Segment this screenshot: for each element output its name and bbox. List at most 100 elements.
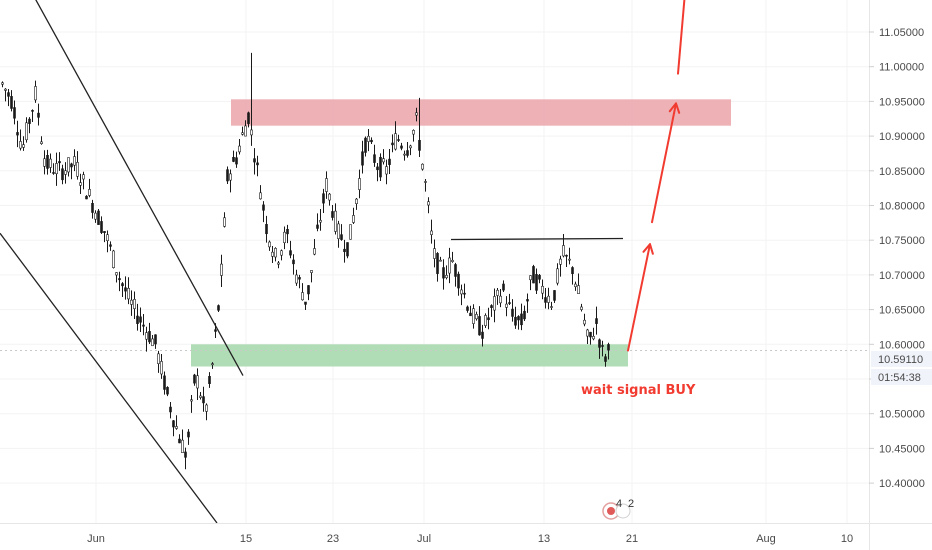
- candle-body: [328, 193, 331, 201]
- candle-body: [247, 112, 250, 124]
- projection-segment: [627, 243, 651, 352]
- candle-body: [412, 130, 415, 135]
- candle-body: [145, 332, 148, 340]
- candle-body: [451, 259, 454, 262]
- candle-body: [112, 250, 115, 268]
- candle-body: [127, 288, 130, 300]
- candle-body: [511, 308, 514, 317]
- price-axis[interactable]: 11.05000 11.00000 10.95000 10.90000 10.85000…: [869, 27, 925, 490]
- candle-body: [82, 174, 85, 180]
- candle-body: [367, 135, 370, 142]
- candle-body: [316, 224, 319, 229]
- candle-body: [223, 217, 226, 227]
- candle-body: [46, 155, 49, 169]
- time-tick-label: 21: [626, 533, 638, 545]
- candle-body: [487, 317, 490, 321]
- candle-body: [283, 231, 286, 244]
- candle-body: [535, 274, 538, 291]
- candle-body: [91, 203, 94, 213]
- arrowhead-icon: [668, 102, 681, 114]
- candle-body: [442, 267, 445, 279]
- candle-body: [499, 295, 502, 304]
- price-tick-label: 10.40000: [879, 478, 925, 490]
- candle-body: [550, 306, 553, 308]
- candle-body: [406, 150, 409, 156]
- candle-body: [178, 438, 181, 444]
- candle-body: [385, 166, 388, 175]
- candle-body: [400, 145, 403, 149]
- candle-body: [409, 145, 412, 149]
- candle-body: [166, 387, 169, 395]
- candle-body: [76, 162, 79, 177]
- candle-body: [355, 198, 358, 204]
- candle-body: [136, 315, 139, 324]
- candle-body: [49, 158, 52, 168]
- candle-body: [346, 242, 349, 257]
- candle-body: [397, 139, 400, 141]
- event-badge-icon-secondary[interactable]: [615, 503, 631, 519]
- candle-body: [202, 396, 205, 404]
- candle-body: [562, 245, 565, 257]
- candle-body: [583, 319, 586, 325]
- candle-body: [118, 278, 121, 281]
- candle-body: [334, 210, 337, 232]
- candle-body: [343, 248, 346, 253]
- candle-body: [364, 137, 367, 153]
- price-tick-label: 10.60000: [879, 339, 925, 351]
- countdown-label: 01:54:38: [871, 369, 932, 385]
- candle-body: [526, 299, 529, 302]
- candle-body: [319, 220, 322, 223]
- candle-body: [574, 283, 577, 288]
- trend-lines[interactable]: [0, 0, 624, 524]
- candle-body: [457, 273, 460, 289]
- candle-body: [7, 92, 10, 97]
- candle-body: [148, 331, 151, 343]
- candle-body: [502, 283, 505, 291]
- candle-body: [559, 258, 562, 265]
- candle-body: [28, 118, 31, 124]
- candle-body: [238, 145, 241, 153]
- candle-body: [517, 316, 520, 321]
- candle-body: [469, 312, 472, 317]
- time-tick-label: 15: [240, 533, 252, 545]
- candle-body: [370, 139, 373, 143]
- candle-body: [403, 153, 406, 156]
- candle-body: [595, 318, 598, 324]
- candle-body: [256, 162, 259, 166]
- price-tick-label: 11.05000: [879, 27, 924, 39]
- projection-arrowhead-2: [668, 102, 681, 114]
- time-tick-label: Jul: [417, 533, 431, 545]
- candle-body: [472, 308, 475, 324]
- resistance-zone: [231, 99, 731, 126]
- candle-body: [4, 88, 7, 91]
- candle-body: [301, 292, 304, 301]
- price-tick-label: 10.75000: [879, 235, 925, 247]
- candle-body: [478, 316, 481, 336]
- candle-body: [70, 163, 73, 168]
- candle-body: [382, 158, 385, 163]
- candle-body: [124, 287, 127, 292]
- badge-count-second: 2: [628, 498, 634, 510]
- event-badges[interactable]: 4 2: [602, 498, 634, 520]
- candle-body: [280, 250, 283, 256]
- candle-body: [157, 353, 160, 364]
- candle-body: [97, 210, 100, 225]
- candle-body: [427, 201, 430, 206]
- candle-body: [325, 178, 328, 192]
- candle-body: [169, 406, 172, 413]
- candle-body: [142, 324, 145, 327]
- candle-body: [130, 299, 133, 305]
- candle-body: [481, 331, 484, 339]
- wait-signal-annotation: wait signal BUY: [581, 383, 696, 398]
- candle-body: [553, 290, 556, 301]
- candle-body: [460, 289, 463, 295]
- projection-arrows[interactable]: [627, 0, 690, 352]
- arrowhead-icon: [642, 243, 654, 255]
- badge-count-first: 4: [616, 498, 622, 510]
- candle-body: [58, 161, 61, 164]
- time-axis[interactable]: Jun 15 23 Jul 13 21 Aug 10: [87, 533, 853, 545]
- projection-segment: [651, 102, 677, 224]
- candle-body: [475, 314, 478, 320]
